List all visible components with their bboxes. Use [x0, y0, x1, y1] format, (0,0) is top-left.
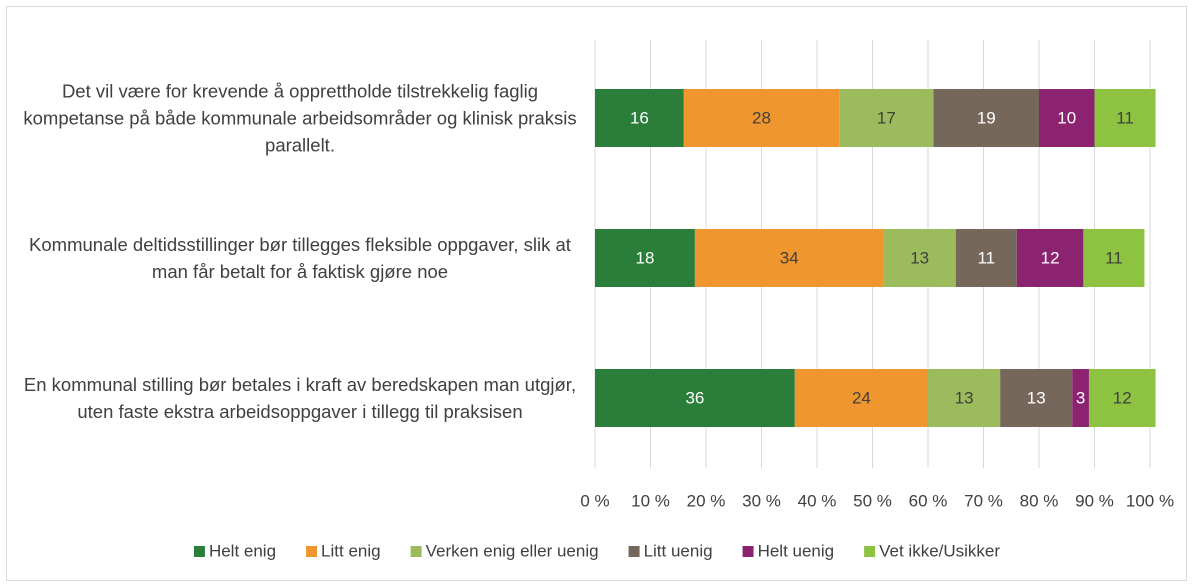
x-tick-label: 0 %: [580, 491, 609, 510]
bar-segment: [1000, 369, 1073, 427]
x-tick-label: 60 %: [909, 491, 948, 510]
bar-segment: [955, 229, 1017, 287]
data-label: 34: [780, 248, 799, 267]
data-label: 11: [1105, 248, 1123, 267]
data-label: 17: [877, 108, 896, 127]
x-tick-label: 80 %: [1020, 491, 1059, 510]
category-label: En kommunal stilling bør betales i kraft…: [23, 374, 577, 422]
data-label: 11: [977, 248, 995, 267]
legend-swatch: [306, 546, 318, 557]
x-tick-label: 50 %: [853, 491, 892, 510]
data-label: 11: [1116, 108, 1134, 127]
bar-segment: [839, 89, 934, 147]
x-tick-label: 70 %: [964, 491, 1003, 510]
bar-segment: [595, 89, 684, 147]
legend-swatch: [628, 546, 640, 557]
legend-swatch: [742, 546, 754, 557]
legend-swatch: [864, 546, 876, 557]
x-tick-label: 30 %: [742, 491, 781, 510]
x-tick-label: 40 %: [798, 491, 837, 510]
legend-label: Helt uenig: [758, 541, 835, 560]
bar-segment: [595, 369, 795, 427]
legend-label: Litt uenig: [644, 541, 713, 560]
data-label: 24: [852, 388, 871, 407]
data-label: 16: [630, 108, 649, 127]
bar-segment: [883, 229, 956, 287]
legend-swatch: [193, 546, 205, 557]
legend-swatch: [410, 546, 422, 557]
data-label: 19: [977, 108, 996, 127]
data-label: 13: [1027, 388, 1046, 407]
bar-segment: [928, 369, 1001, 427]
legend-label: Verken enig eller uenig: [426, 541, 599, 560]
data-label: 12: [1041, 248, 1060, 267]
legend-label: Vet ikke/Usikker: [879, 541, 1000, 560]
category-label: Det vil være for krevende å opprettholde…: [23, 80, 577, 156]
data-label: 12: [1113, 388, 1132, 407]
data-label: 13: [955, 388, 974, 407]
data-label: 18: [635, 248, 654, 267]
legend-label: Litt enig: [321, 541, 381, 560]
data-label: 28: [752, 108, 771, 127]
x-tick-label: 90 %: [1075, 491, 1114, 510]
x-tick-label: 10 %: [631, 491, 670, 510]
bar-segment: [694, 229, 884, 287]
bar-segment: [1072, 369, 1089, 427]
bar-segment: [1088, 369, 1156, 427]
data-label: 13: [910, 248, 929, 267]
bar-segment: [683, 89, 840, 147]
bar-segment: [1039, 89, 1095, 147]
category-label: Kommunale deltidsstillinger bør tillegge…: [29, 234, 571, 282]
bar-segment: [794, 369, 928, 427]
data-label: 3: [1076, 388, 1085, 407]
data-label: 10: [1057, 108, 1076, 127]
x-tick-label: 100 %: [1126, 491, 1174, 510]
bar-segment: [1094, 89, 1156, 147]
bar-segment: [933, 89, 1039, 147]
legend-label: Helt enig: [209, 541, 276, 560]
data-label: 36: [685, 388, 704, 407]
bar-segment: [1083, 229, 1145, 287]
chart-border: [6, 6, 1187, 581]
x-tick-label: 20 %: [687, 491, 726, 510]
bar-segment: [1016, 229, 1084, 287]
bar-segment: [595, 229, 695, 287]
